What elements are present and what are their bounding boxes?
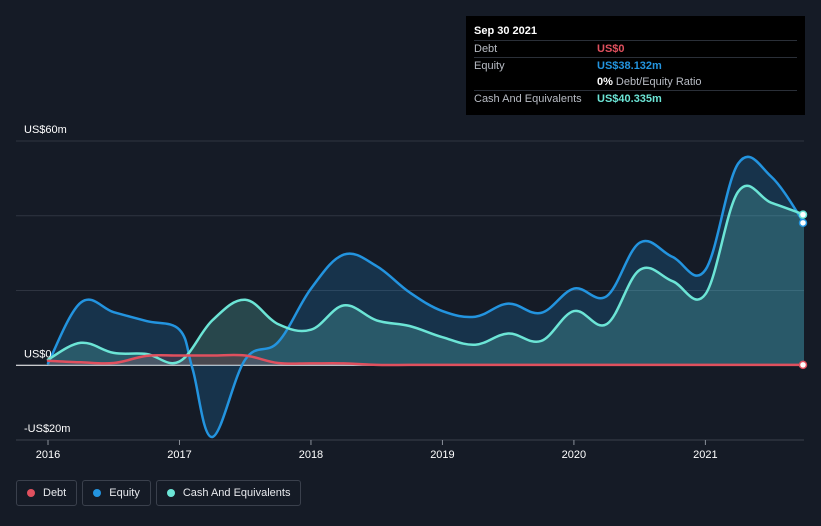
cash-dot-icon <box>166 489 175 497</box>
y-tick-label: US$0 <box>24 348 52 360</box>
x-tick-label: 2018 <box>299 449 323 461</box>
tooltip-debt-label: Debt <box>474 43 498 55</box>
tooltip-cash-value: US$40.335m <box>597 93 662 105</box>
tooltip-ratio-row: 0% Debt/Equity Ratio <box>474 74 797 90</box>
equity-line <box>46 155 806 439</box>
x-tick-label: 2020 <box>562 449 586 461</box>
legend-label-equity: Equity <box>109 487 140 499</box>
series-lines <box>46 155 806 439</box>
cash-end-marker <box>798 210 808 219</box>
tooltip-debt-row: Debt US$0 <box>474 40 797 57</box>
chart-legend: Debt Equity Cash And Equivalents <box>16 480 302 506</box>
tooltip-ratio-label: Debt/Equity Ratio <box>615 76 702 88</box>
tooltip-ratio-value: 0% <box>597 76 613 88</box>
legend-label-debt: Debt <box>43 487 67 499</box>
equity-dot-icon <box>93 489 102 497</box>
tooltip-equity-value: US$38.132m <box>597 60 662 72</box>
cash-line <box>46 184 806 365</box>
x-tick-label: 2017 <box>167 449 191 461</box>
equity-end-marker <box>798 218 808 228</box>
debt-end-marker <box>798 360 808 370</box>
x-tick-label: 2016 <box>36 449 60 461</box>
tooltip-date: Sep 30 2021 <box>474 25 537 37</box>
legend-item-cash[interactable]: Cash And Equivalents <box>155 480 302 506</box>
x-tick-label: 2021 <box>693 449 717 461</box>
debt-area <box>48 354 804 366</box>
tooltip-debt-value: US$0 <box>597 43 625 55</box>
x-tick-label: 2019 <box>430 449 454 461</box>
equity-area <box>48 156 804 438</box>
tooltip-equity-label: Equity <box>474 60 505 72</box>
debt-dot-icon <box>27 489 35 497</box>
legend-label-cash: Cash And Equivalents <box>182 487 291 499</box>
tooltip-equity-row: Equity US$38.132m <box>474 57 797 74</box>
tooltip-cash-row: Cash And Equivalents US$40.335m <box>474 90 797 107</box>
tooltip-panel: Sep 30 2021 Debt US$0 Equity US$38.132m … <box>466 16 805 115</box>
series-areas <box>48 156 804 438</box>
axis-labels: US$60m US$0 -US$20m 2016 2017 2018 2019 2020 202… <box>24 124 718 461</box>
end-markers <box>798 210 808 370</box>
legend-item-debt[interactable]: Debt <box>16 480 78 506</box>
y-tick-label: US$60m <box>24 124 67 136</box>
y-tick-label: -US$20m <box>24 423 70 435</box>
legend-item-equity[interactable]: Equity <box>82 480 151 506</box>
tooltip-cash-label: Cash And Equivalents <box>474 93 582 105</box>
debt-line <box>46 353 806 367</box>
cash-area <box>48 185 804 366</box>
